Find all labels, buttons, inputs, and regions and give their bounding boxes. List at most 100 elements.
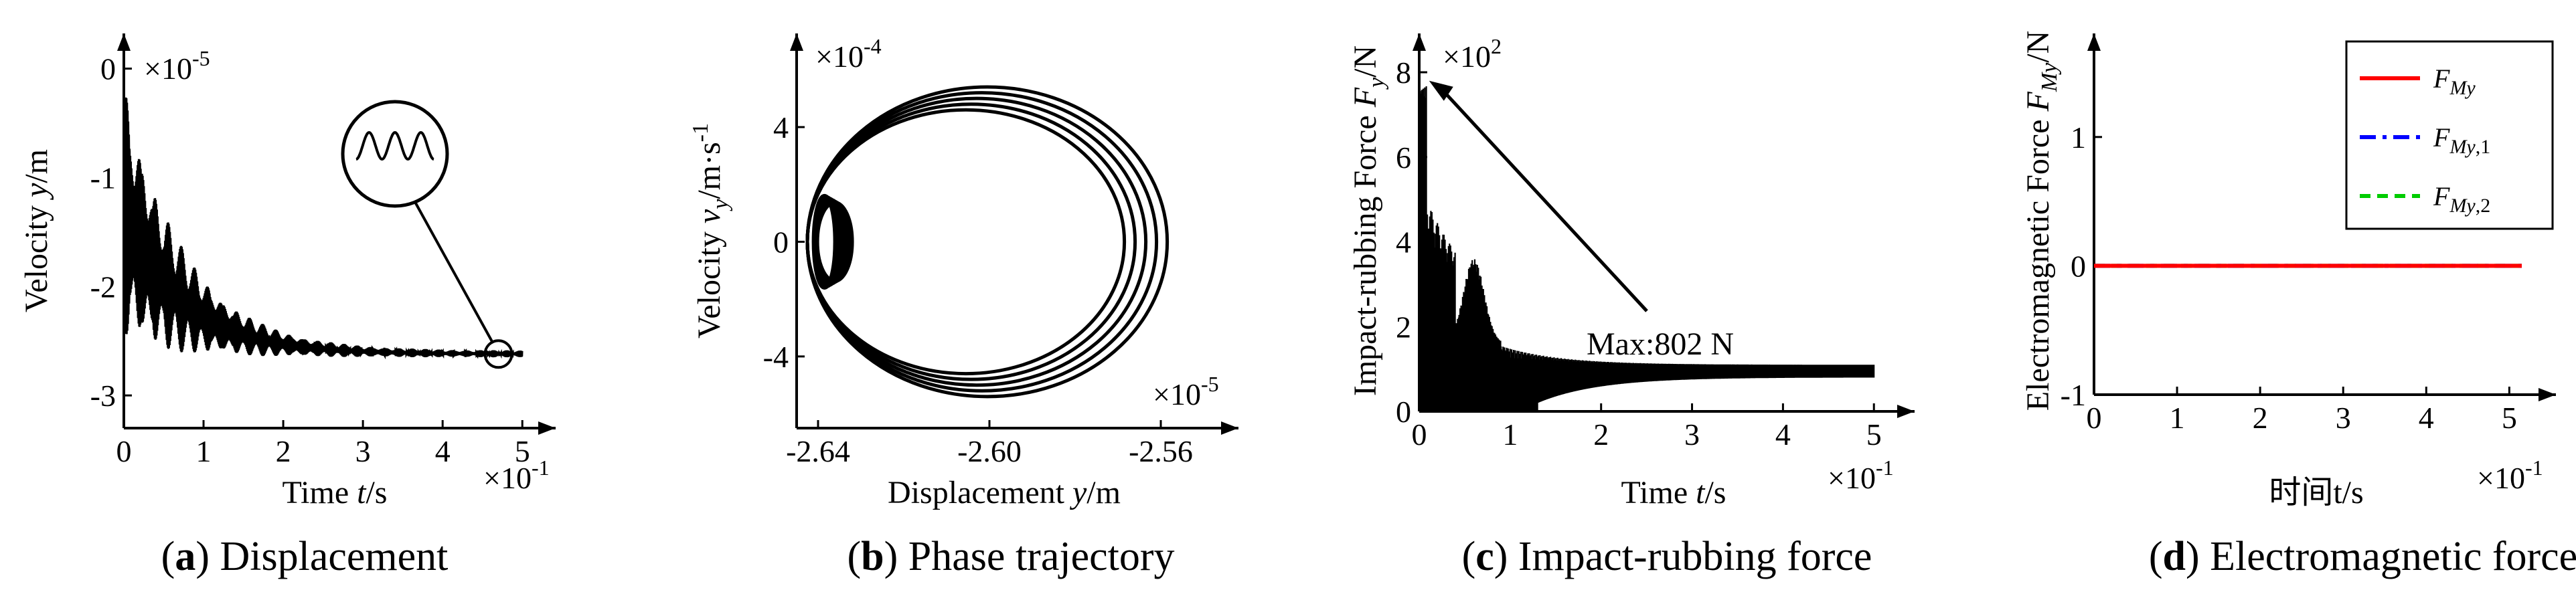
y-tick-label: 2: [1396, 310, 1411, 344]
x-tick-label: 2: [2253, 401, 2268, 435]
y-axis-label-part: v: [692, 209, 727, 223]
zoom-connector-line: [414, 201, 495, 344]
y-tick-label: 8: [1396, 56, 1411, 90]
x-axis-label-part: Displacement: [888, 475, 1072, 510]
legend-label: FMy,2: [2433, 181, 2490, 217]
y-axis-label-part: y: [19, 183, 54, 201]
caption: (d) Electromagnetic force: [2149, 534, 2576, 579]
y-axis-label-part: Velocity: [19, 197, 54, 312]
x-tick-label: 0: [116, 434, 132, 468]
phase-orbit: [805, 91, 1159, 393]
y-tick-label: 0: [2071, 249, 2086, 283]
y-multiplier: ×10-5: [144, 46, 210, 86]
x-tick-label: 5: [2502, 401, 2517, 435]
y-axis-label-part: /m·s: [692, 142, 727, 199]
x-tick-label: 2: [1593, 417, 1609, 452]
y-multiplier-exponent: -4: [864, 34, 882, 58]
y-axis-label-part: /N: [2020, 31, 2056, 63]
y-axis-label: Electromagnetic Force FMy/N: [2020, 31, 2062, 411]
x-multiplier: ×10-5: [1153, 372, 1219, 411]
y-tick-label: 0: [100, 52, 116, 86]
zoom-inset-wave: [355, 130, 434, 161]
caption: (b) Phase trajectory: [848, 534, 1175, 579]
legend-label-main: F: [2433, 181, 2450, 211]
y-tick-label: 1: [2071, 120, 2086, 155]
caption: (a) Displacement: [161, 534, 449, 579]
caption-paren-open: (: [161, 534, 175, 579]
x-tick-label: 4: [435, 434, 451, 468]
caption-letter: c: [1475, 534, 1494, 579]
x-axis-label-part: Time: [283, 475, 357, 510]
y-tick-label: -1: [90, 161, 116, 195]
y-axis-label-part: My: [2037, 62, 2062, 92]
y-axis-label-part: /m: [19, 149, 54, 183]
x-axis-label-part: y: [1069, 475, 1087, 510]
caption-text: ) Impact-rubbing force: [1494, 534, 1872, 579]
y-tick-label: -4: [763, 340, 789, 374]
legend-label-main: F: [2433, 122, 2450, 153]
x-multiplier-exponent: -5: [1201, 372, 1219, 396]
x-axis-arrow: [2539, 388, 2556, 401]
x-multiplier-exponent: -1: [2525, 456, 2543, 480]
zoom-inset-circle: [341, 100, 449, 208]
y-axis-label-part: /N: [1348, 45, 1383, 78]
y-axis-label-part: Electromagnetic Force: [2020, 111, 2056, 411]
y-tick-label: -3: [90, 379, 116, 413]
y-axis-label: Velocity y/m: [19, 149, 54, 312]
x-axis-label-part: Time: [1621, 475, 1696, 510]
y-multiplier-exponent: -5: [192, 46, 210, 70]
y-multiplier-exponent: 2: [1491, 34, 1502, 58]
x-tick-label: 4: [2419, 401, 2434, 435]
x-multiplier: ×10-1: [1828, 456, 1894, 495]
caption-letter: d: [2162, 534, 2185, 579]
x-tick-label: 1: [196, 434, 212, 468]
x-axis-label: 时间t/s: [2269, 475, 2363, 510]
x-axis-label: Displacement y/m: [888, 475, 1121, 510]
displacement-series: [123, 97, 524, 360]
x-tick-label: 3: [1684, 417, 1700, 452]
y-axis-label-part: -1: [688, 123, 713, 142]
legend-label-tail: ,1: [2476, 136, 2491, 158]
max-annotation-label: Max:802 N: [1587, 326, 1734, 362]
x-tick-label: 3: [355, 434, 371, 468]
y-multiplier: ×102: [1443, 34, 1502, 74]
legend-label: FMy: [2433, 64, 2476, 99]
y-tick-label: 0: [773, 225, 789, 259]
y-axis-label-part: y: [708, 199, 733, 211]
max-annotation-arrow-line: [1442, 90, 1648, 312]
y-axis-arrow: [2087, 33, 2101, 51]
x-tick-label: 3: [2336, 401, 2351, 435]
x-axis-arrow: [538, 421, 556, 435]
phase-orbit: [805, 108, 1127, 376]
caption-paren-open: (: [2149, 534, 2163, 579]
y-tick-label: -1: [2061, 378, 2086, 412]
x-tick-label: 0: [2087, 401, 2102, 435]
x-tick-label: -2.64: [786, 434, 850, 468]
x-axis-label: Time t/s: [283, 475, 388, 510]
x-tick-label: 1: [1502, 417, 1518, 452]
legend-label-tail: ,2: [2476, 195, 2491, 217]
inner-loop: [815, 200, 854, 283]
caption-text: ) Displacement: [195, 534, 448, 579]
caption-text: ) Electromagnetic force: [2186, 534, 2576, 579]
x-axis-arrow: [1897, 405, 1915, 418]
x-axis-label-part: /m: [1086, 475, 1121, 510]
x-tick-label: 2: [276, 434, 291, 468]
caption-letter: b: [861, 534, 884, 579]
x-axis-arrow: [1221, 421, 1238, 435]
x-axis-label-part: /s: [366, 475, 387, 510]
phase-orbit: [805, 102, 1137, 381]
legend-label-sub: My: [2449, 136, 2476, 158]
zoom-marker-circle: [483, 339, 513, 369]
y-axis-label-part: Impact-rubbing Force: [1348, 107, 1383, 396]
x-axis-label: Time t/s: [1621, 475, 1726, 510]
caption-paren-open: (: [1462, 534, 1476, 579]
caption: (c) Impact-rubbing force: [1462, 534, 1872, 579]
legend-label-main: F: [2433, 64, 2450, 94]
x-multiplier-exponent: -1: [532, 456, 550, 480]
y-axis-label: Velocity vy/m·s-1: [688, 123, 733, 338]
